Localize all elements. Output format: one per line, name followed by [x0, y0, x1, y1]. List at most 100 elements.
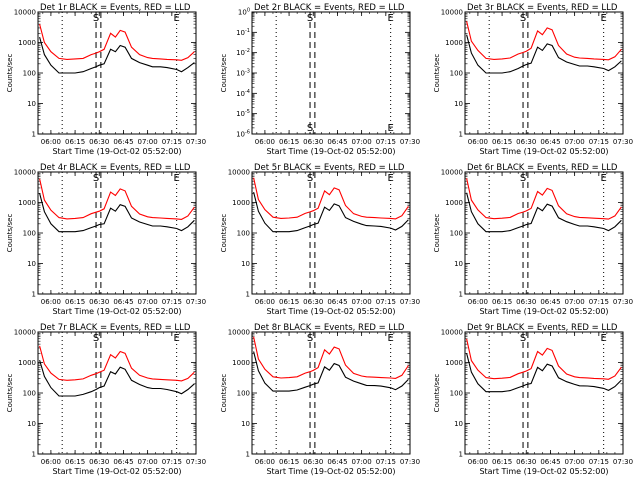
- y-tick-label: 100: [237, 230, 250, 238]
- marker-label-bottom: S: [307, 123, 313, 134]
- y-tick-label: 10: [454, 420, 463, 428]
- y-tick-label: 100: [23, 230, 36, 238]
- y-tick-label: 10000: [441, 329, 463, 337]
- x-tick-label: 06:15: [492, 138, 512, 146]
- x-tick-label: 07:30: [613, 458, 633, 466]
- x-tick-label: 06:45: [327, 138, 347, 146]
- x-axis-label: Start Time (19-Oct-02 05:52:00): [52, 307, 181, 316]
- x-tick-label: 06:45: [327, 298, 347, 306]
- lld-series-line: [466, 338, 622, 380]
- x-tick-label: 06:30: [516, 298, 536, 306]
- panel-2: Det 2r BLACK = Events, RED = LLD 06:00 06:…: [220, 3, 420, 156]
- y-tick-label: 10000: [14, 329, 36, 337]
- y-tick-label: 100: [237, 390, 250, 398]
- marker-label: S: [520, 173, 526, 184]
- panel-4: Det 4r BLACK = Events, RED = LLD 06:00 06:…: [6, 163, 206, 316]
- y-axis-label: Counts/sec: [220, 54, 228, 93]
- marker-label: S: [93, 333, 99, 344]
- x-tick-label: 06:00: [41, 458, 61, 466]
- y-tick-label: 1: [459, 131, 463, 139]
- marker-label: S: [307, 173, 313, 184]
- y-tick-label: 100: [23, 390, 36, 398]
- x-tick-label: 06:00: [468, 458, 488, 466]
- y-tick-label: 100: [450, 70, 463, 78]
- marker-label: E: [387, 173, 393, 184]
- x-tick-label: 06:00: [255, 458, 275, 466]
- y-tick-label: 1000: [445, 199, 463, 207]
- x-tick-label: 06:15: [65, 458, 85, 466]
- x-tick-label: 07:15: [589, 458, 609, 466]
- x-tick-label: 07:15: [376, 458, 396, 466]
- panel-title: Det 1r BLACK = Events, RED = LLD: [40, 3, 191, 13]
- x-tick-label: 07:30: [186, 458, 206, 466]
- y-axis-label: Counts/sec: [433, 54, 441, 93]
- y-tick-label: 10: [241, 420, 250, 428]
- x-tick-label: 07:15: [162, 138, 182, 146]
- x-tick-label: 07:15: [589, 138, 609, 146]
- x-tick-label: 07:00: [138, 298, 158, 306]
- x-tick-label: 06:45: [113, 138, 133, 146]
- y-tick-label: 100: [238, 8, 250, 17]
- marker-label-bottom: E: [387, 123, 393, 134]
- x-tick-label: 07:30: [400, 458, 420, 466]
- x-tick-label: 07:30: [400, 138, 420, 146]
- y-tick-label: 10000: [14, 169, 36, 177]
- lld-series-line: [39, 178, 195, 220]
- lld-series-line: [466, 178, 622, 220]
- x-tick-label: 07:15: [162, 298, 182, 306]
- x-tick-label: 06:30: [516, 138, 536, 146]
- events-series-line: [466, 192, 622, 233]
- x-tick-label: 06:00: [468, 138, 488, 146]
- x-tick-label: 06:00: [41, 298, 61, 306]
- marker-label: S: [520, 13, 526, 24]
- panel-title: Det 6r BLACK = Events, RED = LLD: [467, 163, 618, 173]
- lld-series-line: [39, 23, 195, 61]
- x-tick-label: 06:15: [492, 458, 512, 466]
- y-tick-label: 100: [23, 70, 36, 78]
- y-tick-label: 10-2: [236, 48, 250, 57]
- x-tick-label: 06:30: [89, 298, 109, 306]
- x-tick-label: 06:45: [540, 298, 560, 306]
- x-tick-label: 07:00: [352, 458, 372, 466]
- y-tick-label: 1: [32, 131, 36, 139]
- panel-1: Det 1r BLACK = Events, RED = LLD 06:00 06:…: [6, 3, 206, 156]
- panel-title: Det 5r BLACK = Events, RED = LLD: [254, 163, 405, 173]
- events-series-line: [39, 359, 195, 397]
- marker-label: S: [93, 173, 99, 184]
- events-series-line: [466, 353, 622, 393]
- panel-7: Det 7r BLACK = Events, RED = LLD 06:00 06:…: [6, 323, 206, 476]
- y-tick-label: 10000: [228, 169, 250, 177]
- x-tick-label: 07:15: [376, 138, 396, 146]
- x-tick-label: 06:15: [279, 138, 299, 146]
- x-axis-label: Start Time (19-Oct-02 05:52:00): [266, 467, 395, 476]
- events-series-line: [253, 191, 409, 233]
- panel-title: Det 8r BLACK = Events, RED = LLD: [254, 323, 405, 333]
- y-tick-label: 10-1: [236, 28, 250, 37]
- panel-9: Det 9r BLACK = Events, RED = LLD 06:00 06:…: [433, 323, 633, 476]
- y-tick-label: 10-3: [236, 69, 250, 78]
- panel-title: Det 7r BLACK = Events, RED = LLD: [40, 323, 191, 333]
- y-tick-label: 10000: [14, 9, 36, 17]
- y-tick-label: 100: [450, 230, 463, 238]
- x-tick-label: 07:15: [162, 458, 182, 466]
- y-axis-label: Counts/sec: [6, 214, 14, 253]
- y-axis-label: Counts/sec: [433, 374, 441, 413]
- marker-label: S: [93, 13, 99, 24]
- x-tick-label: 06:00: [255, 298, 275, 306]
- panel-title: Det 4r BLACK = Events, RED = LLD: [40, 163, 191, 173]
- x-tick-label: 06:30: [303, 138, 323, 146]
- y-tick-label: 1: [246, 291, 250, 299]
- y-tick-label: 1000: [445, 39, 463, 47]
- x-tick-label: 06:30: [89, 138, 109, 146]
- x-tick-label: 06:45: [113, 458, 133, 466]
- x-tick-label: 06:15: [65, 298, 85, 306]
- x-tick-label: 06:15: [279, 298, 299, 306]
- x-tick-label: 07:00: [352, 138, 372, 146]
- x-axis-label: Start Time (19-Oct-02 05:52:00): [479, 467, 608, 476]
- y-tick-label: 10-5: [236, 109, 250, 118]
- marker-label: E: [387, 13, 393, 24]
- events-series-line: [466, 34, 622, 74]
- marker-label: E: [173, 333, 179, 344]
- x-tick-label: 06:00: [41, 138, 61, 146]
